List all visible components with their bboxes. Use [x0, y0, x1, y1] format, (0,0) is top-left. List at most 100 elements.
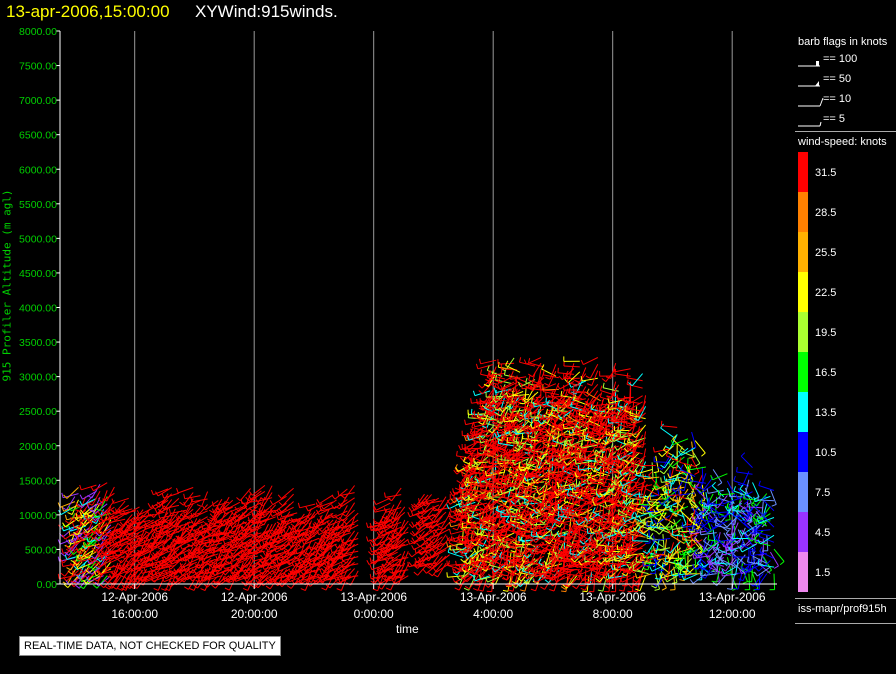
wind-barb-feather [64, 514, 68, 520]
wind-barb-feather [226, 568, 232, 572]
wind-barb-feather [236, 553, 242, 558]
wind-barb [428, 548, 440, 562]
wind-barb-feather [269, 552, 273, 558]
wind-barb-feather [480, 369, 483, 375]
wind-barb-feather [455, 514, 458, 520]
wind-barb-feather [373, 499, 377, 505]
wind-barb-feather [491, 439, 496, 444]
wind-barb-feather [571, 428, 575, 434]
wind-barb-feather [477, 554, 479, 561]
wind-barb-feather [316, 509, 320, 515]
wind-barb [342, 563, 359, 568]
wind-barb-feather [487, 531, 491, 537]
wind-barb-feather [493, 556, 498, 562]
wind-barb-feather [63, 583, 69, 588]
wind-barb [559, 380, 575, 390]
wind-barb-feather [487, 504, 491, 510]
wind-barb [276, 568, 291, 578]
wind-barb [77, 562, 94, 570]
wind-barb-feather [80, 568, 85, 574]
wind-barb-feather [296, 520, 301, 525]
wind-barb [291, 541, 302, 556]
wind-barb-feather [151, 553, 155, 559]
wind-barb [349, 532, 359, 547]
wind-barb-feather [463, 560, 468, 565]
wind-barb [579, 484, 590, 499]
wind-barb-feather [562, 557, 566, 563]
wind-barb-feather [392, 544, 396, 550]
wind-barb-feather [483, 410, 487, 416]
wind-barb-feather [133, 574, 136, 580]
wind-barb [206, 542, 223, 548]
wind-barb [415, 562, 432, 567]
wind-barb-feather [118, 564, 123, 570]
wind-barb [307, 503, 323, 512]
wind-barb-feather [515, 559, 521, 564]
wind-barb-feather [151, 533, 155, 539]
wind-barb [247, 575, 255, 591]
wind-barb-feather [508, 558, 512, 564]
wind-barb-feather [566, 538, 569, 544]
wind-barb-feather [164, 520, 170, 525]
wind-barb-feather [149, 572, 154, 577]
wind-barb-feather [568, 484, 572, 490]
wind-barb-feather [64, 520, 70, 524]
wind-barb-feather [561, 420, 565, 426]
wind-barb [319, 512, 334, 524]
wind-barb-feather [464, 585, 470, 590]
wind-barb-feather [137, 549, 142, 554]
wind-barb-feather [553, 411, 557, 417]
wind-barb-feather [551, 506, 556, 512]
wind-barb-feather [397, 563, 403, 567]
wind-barb [346, 512, 359, 525]
wind-barb [537, 474, 554, 479]
wind-barb-feather [156, 501, 162, 506]
wind-barb-feather [161, 493, 165, 499]
wind-barb-feather [326, 555, 329, 561]
wind-barb-feather [138, 543, 143, 548]
wind-barb-feather [454, 487, 460, 491]
wind-barb [181, 542, 197, 550]
wind-barb [541, 455, 557, 465]
wind-barb-feather [215, 518, 219, 524]
wind-barb-feather [411, 545, 415, 550]
wind-barb-feather [129, 542, 132, 548]
wind-barb-feather [254, 518, 258, 524]
wind-barb-feather [522, 397, 528, 401]
wind-barb [535, 497, 548, 510]
wind-barb [138, 563, 154, 570]
wind-barb [209, 562, 223, 574]
wind-barb-feather [432, 531, 436, 537]
wind-barb-feather [187, 552, 191, 558]
wind-barb [501, 536, 509, 552]
wind-barb [167, 548, 180, 561]
wind-barb [231, 532, 241, 547]
wind-barb-feather [490, 552, 496, 556]
wind-barb-feather [152, 552, 157, 557]
wind-barb-feather [463, 548, 469, 553]
wind-barb [519, 540, 524, 557]
wind-barb-feather [557, 550, 560, 556]
wind-barb-feather [508, 430, 511, 436]
wind-barb-feather [171, 571, 176, 576]
wind-barb-feather [276, 515, 279, 521]
wind-barb-feather [61, 534, 66, 540]
wind-barb-feather [79, 500, 83, 506]
wind-barb [437, 496, 447, 511]
wind-barb-feather [100, 548, 103, 554]
wind-barb-feather [280, 512, 283, 518]
wind-barb-feather [563, 524, 566, 530]
wind-barb-feather [338, 502, 342, 507]
wind-barb [413, 518, 429, 527]
wind-barb-feather [534, 424, 537, 430]
wind-barb-feather [293, 555, 299, 560]
wind-barb-feather [575, 520, 580, 526]
wind-barb [237, 533, 251, 545]
wind-barb [489, 452, 503, 465]
wind-barb [157, 530, 172, 540]
wind-barb-feather [502, 508, 508, 512]
wind-barb-feather [248, 568, 252, 573]
wind-barb [157, 575, 166, 591]
wind-barb-feather [235, 557, 240, 563]
wind-barb [528, 379, 545, 386]
